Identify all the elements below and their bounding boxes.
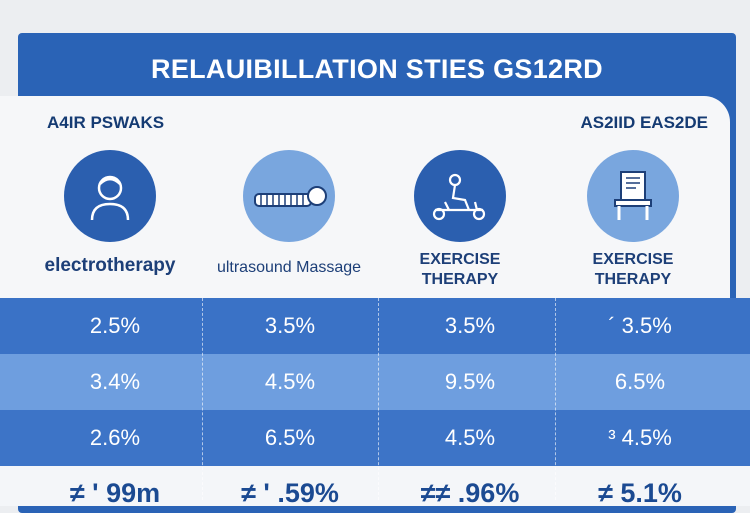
table-cell: 3.5% xyxy=(444,313,496,338)
column-divider xyxy=(555,298,556,500)
table-row: 2.6% 6.5% 4.5% ³ 4.5% xyxy=(0,410,750,466)
table-cell: 2.6% xyxy=(89,425,141,450)
table-cell: ´ 3.5% xyxy=(608,313,672,338)
page-title: RELAUIBILLATION STIES GS12RD xyxy=(151,53,603,84)
category-label-1: electrotherapy xyxy=(44,255,176,276)
exercise-machine-icon[interactable] xyxy=(587,150,679,242)
totals-row: ≠ ' 99m ≠ ' .59% ≠≠ .96% ≠ 5.1% xyxy=(0,466,750,508)
category-label-4: EXERCISE THERAPY xyxy=(592,251,674,288)
table-cell: 3.4% xyxy=(89,369,141,394)
header-right-label: AS2IID EAS2DE xyxy=(580,113,708,132)
column-divider xyxy=(202,298,203,500)
table-cell: 6.5% xyxy=(264,425,316,450)
table-row: 2.5% 3.5% 3.5% ´ 3.5% xyxy=(0,298,750,354)
table-cell: 6.5% xyxy=(614,369,666,394)
table-cell: 2.5% xyxy=(89,313,141,338)
title-bar: RELAUIBILLATION STIES GS12RD xyxy=(18,33,736,97)
table-row: 3.4% 4.5% 9.5% 6.5% xyxy=(0,354,750,410)
header-left-label: A4IR PSWAKS xyxy=(47,113,165,132)
exercise-bike-icon[interactable] xyxy=(414,150,506,242)
column-divider xyxy=(378,298,379,500)
table-cell: ³ 4.5% xyxy=(608,425,672,450)
total-cell: ≠ ' 99m xyxy=(69,478,161,508)
massage-table-icon[interactable] xyxy=(243,150,335,242)
category-label-2: ultrasound Massage xyxy=(216,259,362,276)
person-icon[interactable] xyxy=(64,150,156,242)
table-cell: 4.5% xyxy=(444,425,496,450)
table-cell: 4.5% xyxy=(264,369,316,394)
total-cell: ≠≠ .96% xyxy=(420,478,520,508)
table-cell: 3.5% xyxy=(264,313,316,338)
total-cell: ≠ ' .59% xyxy=(241,478,339,508)
total-cell: ≠ 5.1% xyxy=(598,478,682,508)
category-label-3: EXERCISE THERAPY xyxy=(419,251,501,288)
table-cell: 9.5% xyxy=(444,369,496,394)
